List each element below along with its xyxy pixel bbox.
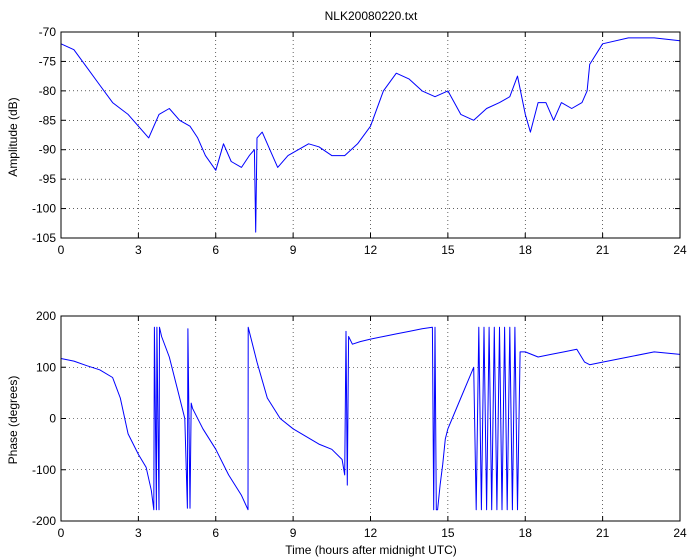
phase-y-tick-label: -200 [32,514,56,528]
amplitude-y-tick-label: -80 [39,84,57,98]
amplitude-y-tick-label: -90 [39,143,57,157]
phase-x-tick-label: 6 [212,526,219,540]
phase-axis-label: Phase (degrees) [6,376,20,465]
amplitude-panel: NLK20080220.txt Amplitude (dB) 0 3 6 9 12 15 1… [6,9,687,257]
phase-y-tick-label: 200 [36,309,56,323]
amplitude-y-tick-label: -95 [39,172,57,186]
amplitude-x-tick-label: 0 [58,243,65,257]
amplitude-x-tick-label: 18 [519,243,533,257]
phase-y-tick-label: -100 [32,463,56,477]
phase-x-tick-label: 3 [135,526,142,540]
amplitude-y-tick-label: -70 [39,25,57,39]
amplitude-plot-frame [60,31,681,239]
phase-x-tick-label: 21 [596,526,610,540]
amplitude-x-tick-label: 12 [364,243,378,257]
amplitude-axis-label: Amplitude (dB) [6,97,20,176]
amplitude-x-tick-label: 15 [441,243,455,257]
time-axis-label: Time (hours after midnight UTC) [285,543,457,557]
phase-x-tick-label: 15 [441,526,455,540]
phase-x-tick-label: 9 [290,526,297,540]
amplitude-series-line [60,37,681,233]
amplitude-y-tick-label: -75 [39,54,57,68]
phase-x-tick-label: 12 [364,526,378,540]
phase-series-line [60,326,681,511]
phase-plot-frame [60,315,681,522]
phase-x-tick-label: 18 [519,526,533,540]
amplitude-y-tick-label: -105 [32,231,56,245]
amplitude-y-tick-label: -100 [32,202,56,216]
phase-y-tick-label: 100 [36,360,56,374]
amplitude-x-tick-label: 6 [212,243,219,257]
chart-title: NLK20080220.txt [325,9,418,23]
amplitude-y-tick-label: -85 [39,113,57,127]
phase-panel: Phase (degrees) Time (hours after midnig… [6,309,687,557]
amplitude-x-tick-label: 24 [673,243,687,257]
phase-y-tick-label: 0 [49,412,56,426]
amplitude-x-tick-label: 9 [290,243,297,257]
phase-x-tick-label: 24 [673,526,687,540]
amplitude-x-tick-label: 21 [596,243,610,257]
amplitude-x-tick-label: 3 [135,243,142,257]
phase-x-tick-label: 0 [58,526,65,540]
